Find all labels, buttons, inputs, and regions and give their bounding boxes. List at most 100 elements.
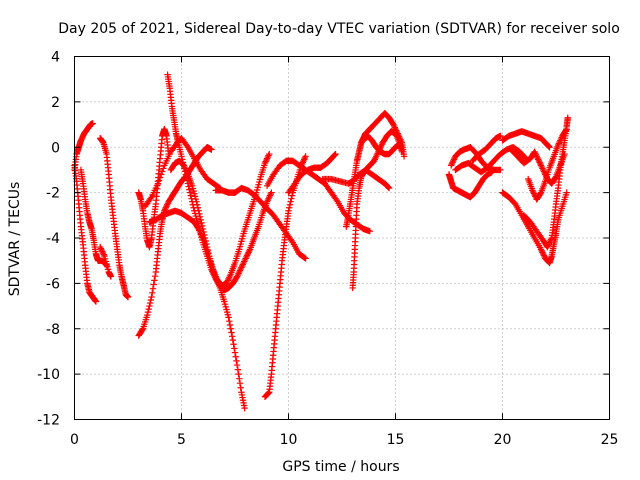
data-point (390, 122, 398, 130)
data-point (265, 152, 272, 159)
data-point (533, 153, 540, 160)
data-point (201, 234, 209, 242)
series-arc23 (469, 132, 504, 165)
data-point (233, 361, 241, 369)
data-point (265, 389, 272, 397)
data-point (371, 156, 379, 163)
data-point (286, 204, 293, 211)
data-point (562, 127, 570, 134)
data-point (203, 243, 211, 251)
data-point (195, 207, 202, 214)
data-point (154, 180, 162, 187)
data-point (186, 189, 194, 196)
data-point (537, 190, 544, 197)
data-point (193, 198, 200, 205)
data-point (539, 249, 546, 256)
data-point (330, 152, 338, 159)
data-point (213, 274, 220, 282)
data-point (544, 142, 552, 149)
data-point (394, 134, 401, 142)
data-point (301, 254, 308, 261)
data-point (234, 366, 242, 373)
x-tick-label: 15 (387, 432, 405, 448)
data-point (200, 228, 207, 236)
data-point (392, 130, 399, 137)
data-point (203, 240, 210, 248)
data-point (241, 404, 248, 412)
data-point (199, 225, 207, 233)
data-point (149, 289, 156, 297)
data-point (228, 333, 236, 340)
data-point (156, 174, 164, 181)
data-point (145, 305, 152, 313)
data-point (536, 159, 543, 166)
data-point (529, 188, 537, 196)
series-arc11 (167, 150, 273, 289)
data-point (235, 270, 242, 277)
data-point (196, 210, 203, 217)
data-point (180, 162, 187, 169)
data-point (235, 370, 242, 378)
series-arc12 (212, 184, 309, 262)
data-point (231, 349, 239, 356)
data-point (233, 357, 240, 365)
data-point (539, 165, 546, 172)
data-point (539, 166, 547, 174)
data-point (99, 249, 107, 257)
y-tick-label: -10 (37, 367, 60, 383)
data-point (450, 157, 457, 165)
x-tick-label: 20 (494, 432, 512, 448)
data-point (557, 137, 564, 144)
data-point (226, 321, 234, 329)
data-point (378, 142, 385, 149)
series-arc24 (499, 128, 553, 151)
data-point (233, 273, 241, 280)
data-point (144, 311, 151, 319)
data-point (237, 265, 244, 273)
series-arc9 (146, 207, 248, 412)
data-point (100, 251, 107, 258)
series-arc20 (445, 169, 495, 201)
x-tick-labels: 0 5 10 15 20 25 (70, 432, 618, 448)
data-point (302, 153, 309, 160)
data-point (234, 271, 242, 279)
data-point (246, 247, 253, 255)
data-point (226, 317, 233, 325)
data-point (286, 201, 294, 208)
data-point (243, 252, 251, 259)
data-point (204, 246, 212, 254)
data-point (497, 132, 504, 140)
data-point (150, 281, 157, 288)
data-point (205, 249, 212, 257)
data-point (287, 198, 294, 205)
data-point (196, 213, 204, 221)
data-point (554, 141, 562, 149)
data-point (372, 154, 379, 162)
data-point (544, 242, 552, 249)
y-tick-label: 2 (51, 95, 60, 111)
data-point (529, 187, 536, 194)
data-point (226, 274, 233, 281)
data-point (545, 143, 553, 150)
x-tick-label: 25 (601, 432, 619, 448)
data-point (332, 150, 339, 158)
data-point (211, 270, 218, 277)
data-point (302, 255, 309, 262)
data-point (225, 275, 232, 283)
data-point (288, 195, 295, 202)
data-point (400, 153, 408, 160)
data-point (288, 237, 295, 245)
data-point (147, 296, 155, 304)
data-point (223, 278, 231, 286)
series-arc3 (77, 166, 110, 269)
data-point (92, 298, 100, 305)
data-point (555, 140, 563, 147)
data-point (240, 259, 247, 267)
y-tick-label: -8 (46, 322, 60, 338)
data-point (531, 148, 538, 155)
data-point (538, 163, 545, 171)
series-arc25 (499, 189, 570, 267)
data-point (160, 165, 167, 172)
data-point (385, 184, 393, 192)
